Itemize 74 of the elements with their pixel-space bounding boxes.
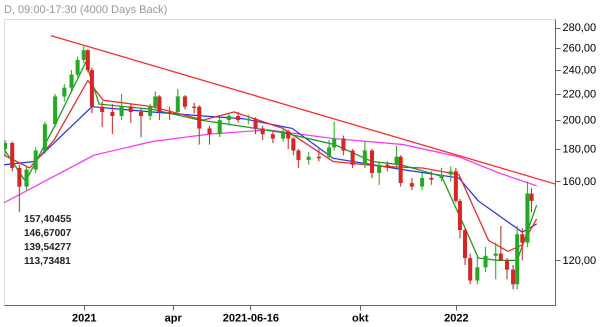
candlestick — [100, 101, 104, 128]
candlestick — [69, 70, 74, 92]
candlestick — [291, 136, 296, 156]
candlestick — [286, 129, 290, 150]
candlestick — [385, 161, 390, 172]
candlestick — [153, 90, 158, 110]
candlestick — [138, 108, 143, 138]
y-tick-label: 260,00 — [562, 42, 596, 55]
candlestick — [370, 148, 374, 178]
candlestick — [475, 255, 480, 285]
candlestick — [76, 56, 80, 78]
candlestick — [34, 147, 38, 174]
chart-title: D, 09:00-17:30 (4000 Days Back) — [4, 4, 168, 16]
y-tick-label: 200,00 — [562, 114, 596, 127]
candlestick — [82, 45, 86, 64]
candlestick — [296, 148, 300, 168]
candlestick — [498, 226, 503, 261]
candlestick — [511, 264, 516, 290]
y-tick-label: 240,00 — [562, 64, 596, 77]
candlestick — [182, 94, 187, 110]
candlestick — [520, 228, 524, 261]
line-series — [4, 129, 538, 204]
candlestick — [306, 152, 311, 166]
candlestick — [377, 161, 382, 186]
y-tick-label: 120,00 — [562, 254, 596, 267]
candlestick — [128, 104, 133, 124]
candlestick — [270, 130, 275, 144]
candlestick — [260, 125, 265, 141]
x-tick-label: 2022 — [444, 312, 469, 324]
y-tick-label: 220,00 — [562, 88, 596, 100]
candlestick — [440, 167, 444, 182]
candlestick — [176, 88, 180, 116]
candlestick — [350, 148, 355, 168]
candlestick — [420, 172, 424, 191]
annotation: 113,73481 — [24, 256, 72, 267]
y-tick-label: 160,00 — [562, 176, 596, 188]
candlestick — [281, 126, 286, 142]
candlestick — [4, 140, 8, 156]
candlestick — [62, 84, 66, 102]
candlestick — [168, 106, 172, 121]
candlestick — [504, 258, 509, 280]
candlestick — [494, 242, 498, 280]
candlestick — [483, 246, 488, 273]
annotation: 157,40455 — [24, 214, 72, 225]
candlestick — [529, 188, 534, 213]
y-tick-label: 280,00 — [562, 22, 596, 34]
annotation: 139,54277 — [24, 242, 72, 253]
y-tick-label: 180,00 — [562, 144, 596, 156]
annotation: 146,67007 — [24, 228, 72, 239]
candlestick — [120, 93, 124, 121]
candlestick — [246, 114, 250, 125]
candlestick — [410, 177, 414, 191]
candlestick — [236, 111, 240, 124]
x-tick-label: 2021-06-16 — [222, 312, 280, 324]
candlestick — [24, 166, 28, 191]
candlestick — [207, 125, 212, 145]
candlestick — [448, 166, 453, 182]
candlestick — [110, 104, 114, 135]
candlestick — [17, 164, 22, 213]
candlestick — [468, 253, 472, 285]
candlestick — [316, 148, 321, 162]
candlestick — [362, 141, 367, 168]
x-tick-label: okt — [352, 312, 369, 324]
candlestick — [148, 104, 152, 121]
x-tick-label: apr — [164, 312, 182, 324]
candlestick — [253, 116, 258, 135]
x-tick-label: 2021 — [72, 312, 96, 324]
candlestick — [157, 94, 162, 121]
candlestick — [226, 112, 231, 126]
candlestick — [327, 140, 332, 160]
candlestick — [341, 135, 346, 156]
candlestick — [332, 120, 336, 152]
candlestick — [218, 116, 222, 138]
candlestick — [394, 145, 399, 168]
